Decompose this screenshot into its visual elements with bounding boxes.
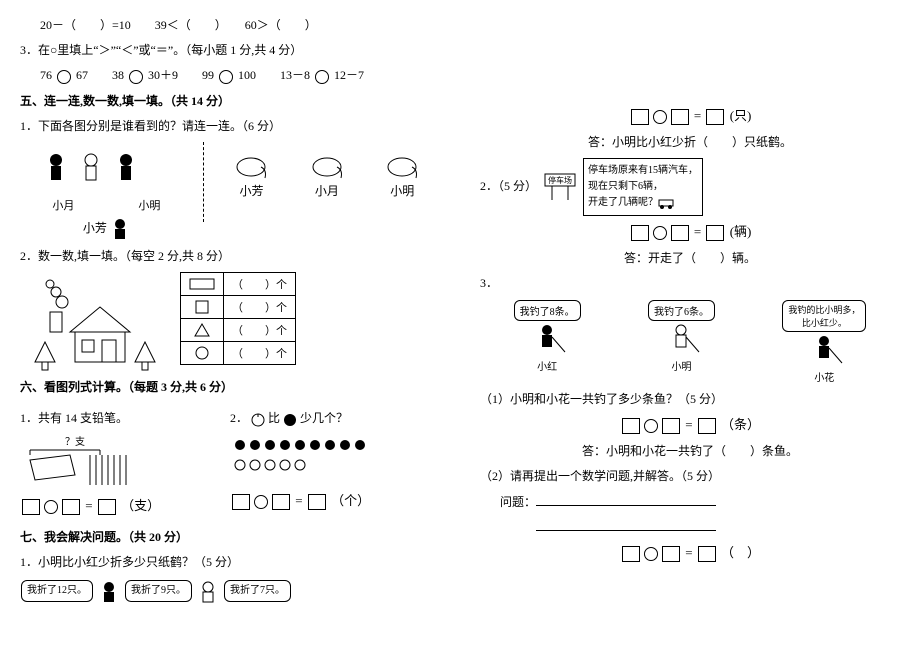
fruit-compare-icon xyxy=(230,435,380,485)
q3-1: （1）小明和小花一共钓了多少条鱼？（5 分） xyxy=(480,390,900,409)
q3: 3． xyxy=(480,274,900,293)
ans2: 答：开走了（ ）辆。 xyxy=(480,249,900,268)
name-xiaoyue: 小月 xyxy=(52,197,74,213)
parking-text: 停车场原来有15辆汽车，现在只剩下6辆，开走了几辆呢？ xyxy=(583,158,703,216)
sec5-q1: 1．下面各图分别是谁看到的？请连一连。（6 分） xyxy=(20,117,440,136)
shape-count-table: （ ）个 （ ）个 （ ）个 （ ）个 xyxy=(180,272,296,365)
matching-figure: 小月 小明 小芳 小芳 小月 小明 xyxy=(20,142,440,241)
q2: 2．（5 分） 停车场 停车场原来有15辆汽车，现在只剩下6辆，开走了几辆呢？ xyxy=(480,158,900,216)
elephant-icon xyxy=(382,152,422,182)
kids-icons xyxy=(36,142,176,197)
house-shapes: （ ）个 （ ）个 （ ）个 （ ）个 xyxy=(20,272,440,372)
match-xiaoyue: 小月 xyxy=(307,182,347,199)
section5-title: 五、连一连,数一数,填一填。（共 14 分） xyxy=(20,92,440,111)
section6-title: 六、看图列式计算。（每题 3 分,共 6 分） xyxy=(20,378,440,397)
ans1: 答：小明比小红少折（ ）只纸鹤。 xyxy=(480,133,900,152)
fishing-scene: 我钓了8条。 小红 我钓了6条。 小明 我钓的比小明多，比小红少。 小花 xyxy=(480,299,900,384)
unit-blank: （ ） xyxy=(721,545,760,560)
q3-2: （2）请再提出一个数学问题,并解答。（5 分） xyxy=(480,467,900,486)
sign-icon: 停车场 xyxy=(540,172,580,202)
svg-text:停车场: 停车场 xyxy=(548,175,572,185)
section7-title: 七、我会解决问题。（共 20 分） xyxy=(20,528,440,547)
sec7-q1: 1．小明比小红少折多少只纸鹤？（5 分） xyxy=(20,553,440,572)
pencils-icon: ？支 xyxy=(20,435,160,490)
crane-bubbles: 我折了12只。 我折了9只。 我折了7只。 xyxy=(20,579,440,604)
ans3: 答：小明和小花一共钓了（ ）条鱼。 xyxy=(480,442,900,461)
answer-blank[interactable] xyxy=(536,494,716,506)
unit-zhi2: (只) xyxy=(730,108,752,123)
house-icon xyxy=(20,272,170,372)
unit-tiao: （条） xyxy=(721,417,760,432)
q3-items: 76 67 38 30＋9 99 100 13－8 12－7 xyxy=(40,66,440,85)
unit-ge: （个） xyxy=(331,493,370,508)
name-xiaofang: 小芳 xyxy=(83,221,107,235)
match-xiaofang: 小芳 xyxy=(231,182,271,199)
sec6-problems: 1．共有 14 支铅笔。 ？支 = （支） 2． 比 xyxy=(20,403,440,522)
unit-liang: (辆) xyxy=(730,224,752,239)
sec6-q1: 1．共有 14 支铅笔。 xyxy=(20,409,230,428)
left-column: 20－（ ）=10 39＜（ ） 60＞（ ） 3．在○里填上“＞”“＜”或“＝… xyxy=(0,0,460,650)
svg-text:？支: ？支 xyxy=(65,436,85,448)
q3: 3．在○里填上“＞”“＜”或“＝”。（每小题 1 分,共 4 分） xyxy=(20,41,440,60)
match-xiaoming: 小明 xyxy=(382,182,422,199)
answer-blank[interactable] xyxy=(536,519,716,531)
elephant-icon xyxy=(231,152,271,182)
name-xiaoming: 小明 xyxy=(138,197,160,213)
eq-line: 20－（ ）=10 39＜（ ） 60＞（ ） xyxy=(40,16,440,35)
q3-2-label: 问题： xyxy=(500,495,536,509)
unit-zhi: （支） xyxy=(121,498,160,513)
elephant-icon xyxy=(307,152,347,182)
right-column: = (只) 答：小明比小红少折（ ）只纸鹤。 2．（5 分） 停车场 停车场原来… xyxy=(460,0,920,650)
sec5-q2: 2．数一数,填一填。（每空 2 分,共 8 分） xyxy=(20,247,440,266)
